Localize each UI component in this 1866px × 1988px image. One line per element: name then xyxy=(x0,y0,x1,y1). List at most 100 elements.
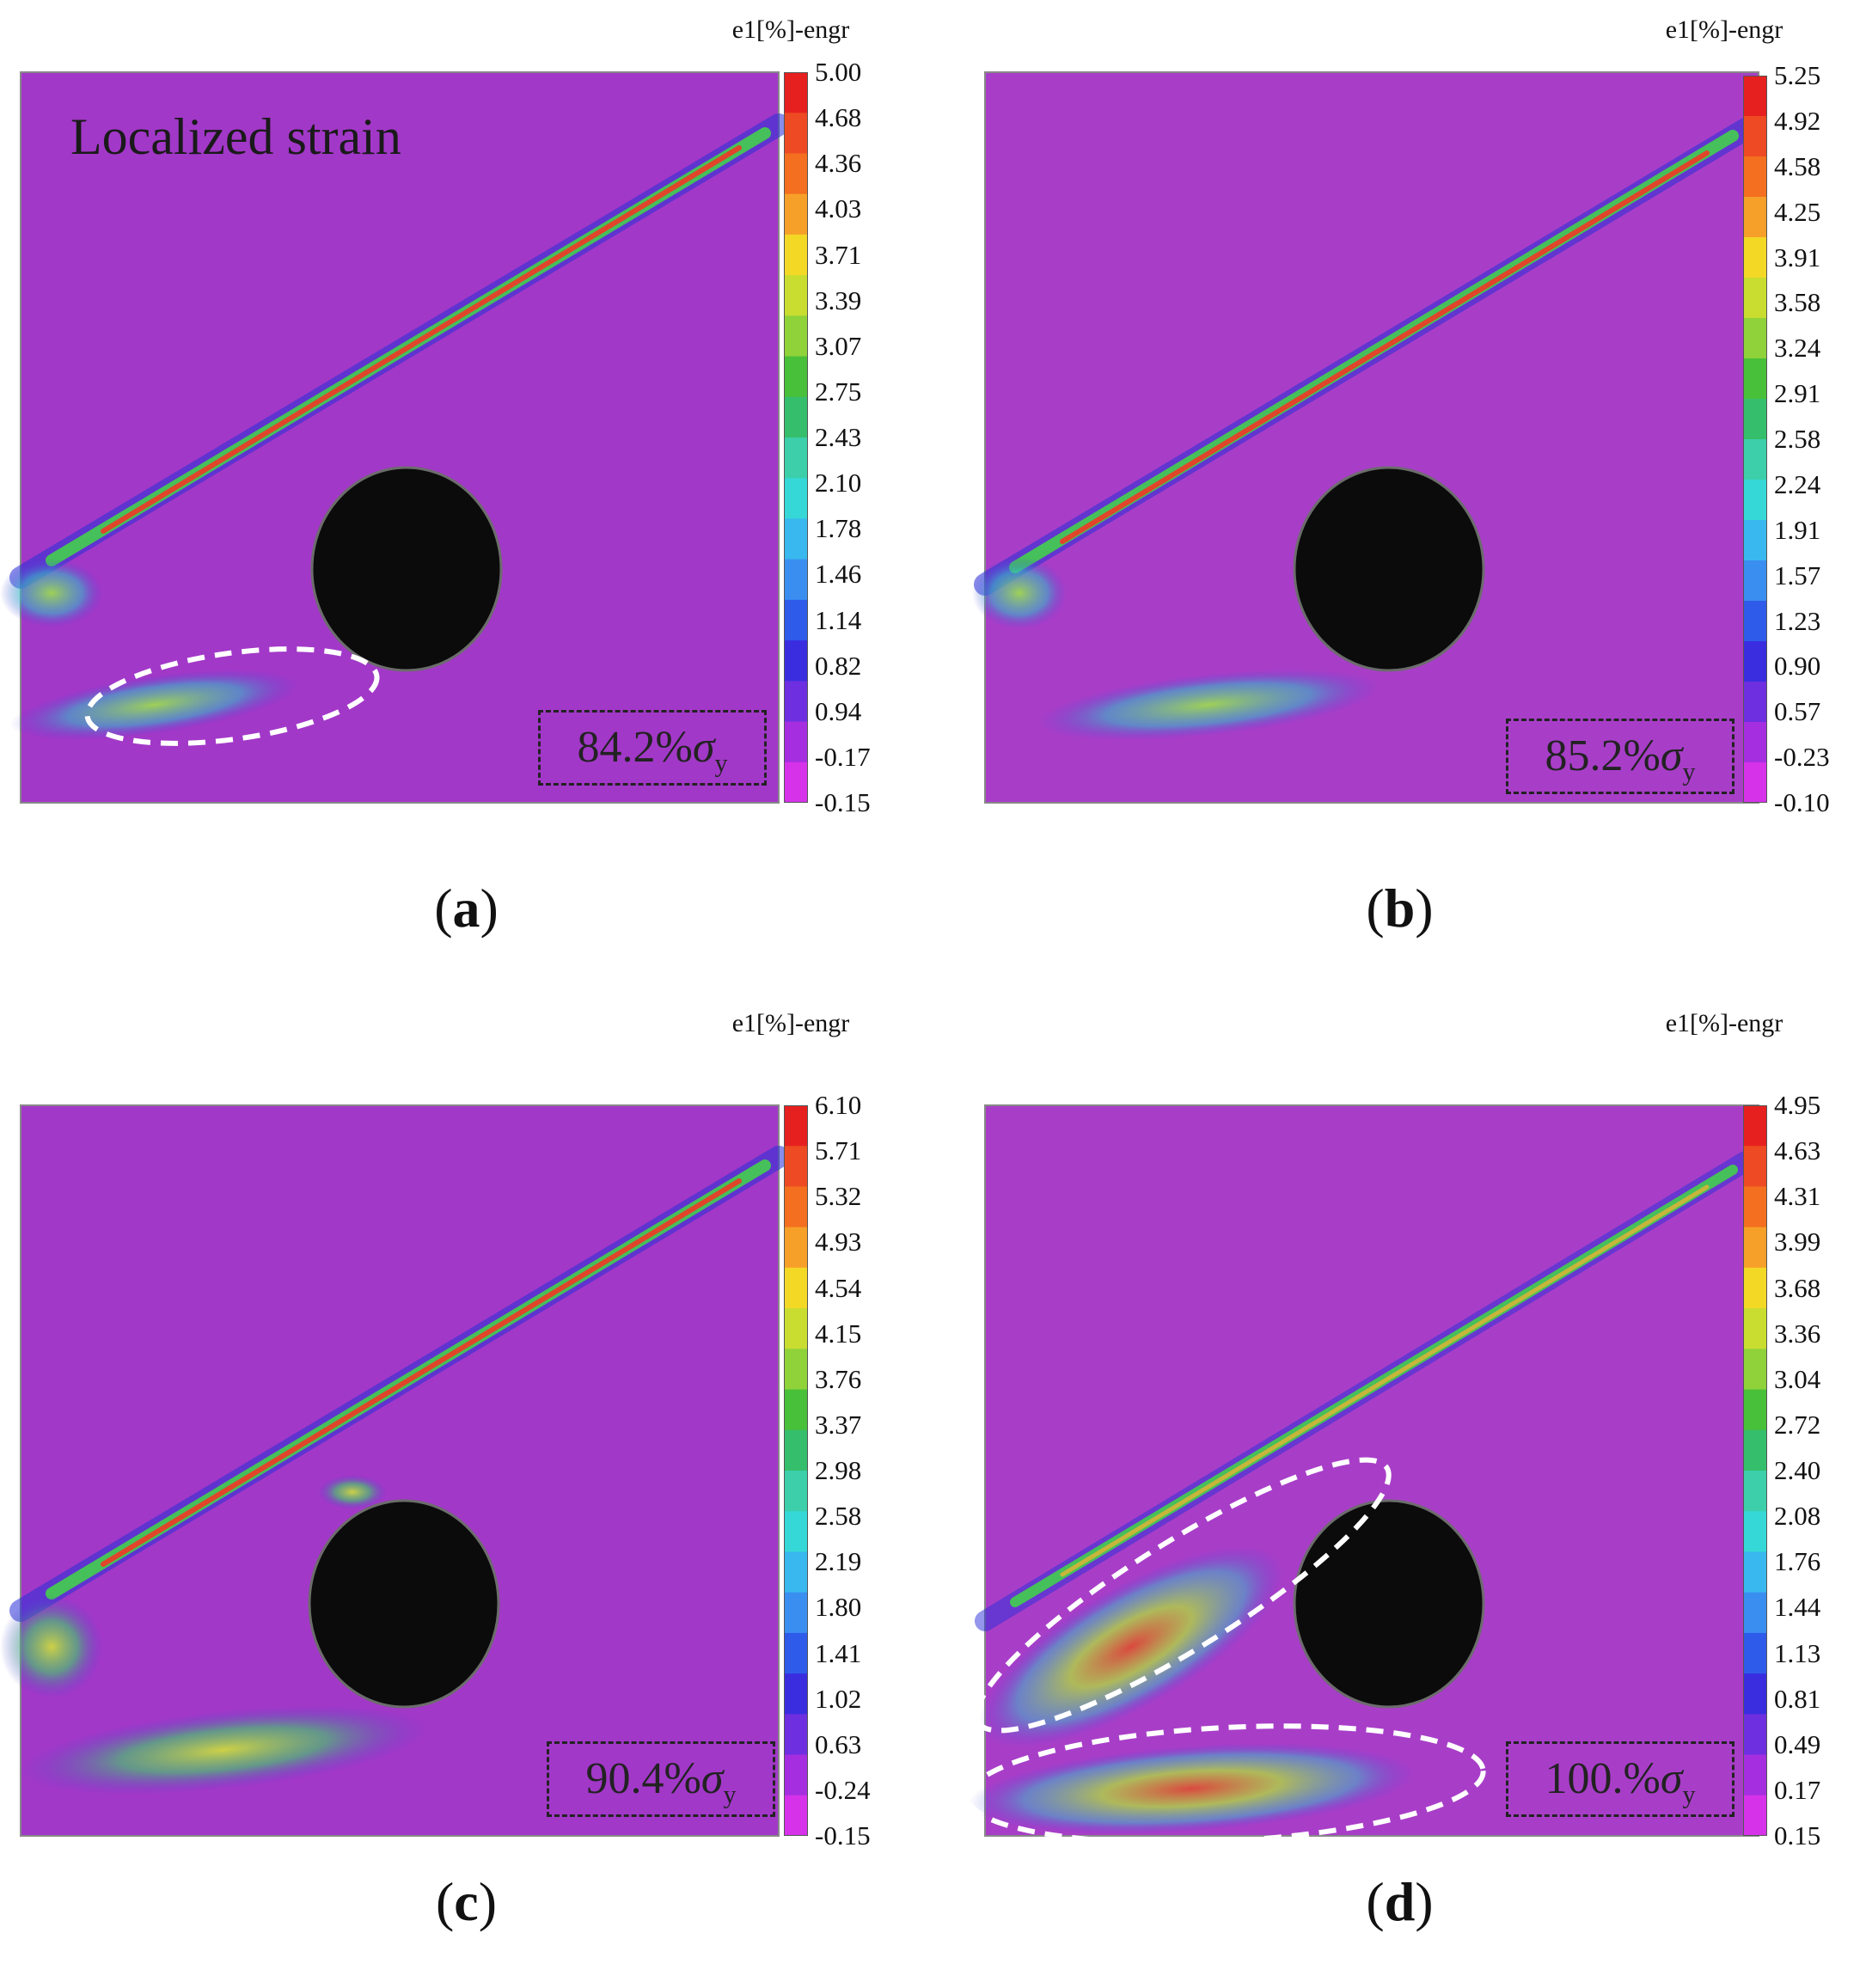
colorbar-segment xyxy=(1743,439,1767,480)
colorbar-tick-label: 2.58 xyxy=(1774,424,1821,454)
colorbar-segment xyxy=(784,193,808,236)
colorbar-segment xyxy=(784,1308,808,1349)
colorbar-border xyxy=(784,72,808,803)
sigma-symbol: σ xyxy=(692,723,715,772)
colorbar-segment xyxy=(784,1511,808,1552)
colorbar-segment xyxy=(1743,76,1767,117)
colorbar-segment xyxy=(784,762,808,803)
colorbar-segment xyxy=(784,721,808,763)
colorbar-title: e1[%]-engr xyxy=(1665,1009,1783,1037)
colorbar-tick-label: 2.58 xyxy=(815,1501,862,1532)
colorbar-tick-label: 1.14 xyxy=(815,604,862,635)
colorbar-tick-label: 3.24 xyxy=(1774,333,1821,364)
colorbar-tick-label: 0.63 xyxy=(815,1728,862,1759)
colorbar-tick-label: 2.72 xyxy=(1774,1409,1821,1440)
load-value: 90.4% xyxy=(585,1754,701,1803)
colorbar-tick-label: -0.24 xyxy=(815,1774,871,1805)
colorbar-segment xyxy=(1743,1146,1767,1187)
colorbar-segment xyxy=(1743,1226,1767,1269)
colorbar-segment xyxy=(1743,318,1767,359)
colorbar-segment xyxy=(1743,1592,1767,1634)
colorbar-segment xyxy=(784,599,808,641)
colorbar-segment xyxy=(1743,682,1767,723)
colorbar-segment xyxy=(784,1714,808,1756)
colorbar-segment xyxy=(1743,762,1767,803)
colorbar-segment xyxy=(1743,1754,1767,1796)
colorbar-border xyxy=(784,1105,808,1836)
colorbar-tick-label: 3.39 xyxy=(815,284,862,315)
colorbar-segment xyxy=(784,681,808,723)
colorbar-tick-label: 3.91 xyxy=(1774,242,1821,272)
colorbar-segment xyxy=(784,1632,808,1674)
colorbar-segment xyxy=(784,72,808,113)
colorbar-segment xyxy=(784,1673,808,1715)
colorbar-segment xyxy=(1743,1511,1767,1552)
colorbar-segment xyxy=(1743,641,1767,682)
colorbar-tick-label: 0.57 xyxy=(1774,696,1821,727)
colorbar-tick-label: 4.63 xyxy=(1774,1135,1821,1166)
colorbar-tick-label: 4.68 xyxy=(815,102,862,133)
colorbar-tick-label: 2.98 xyxy=(815,1455,862,1485)
panel-c: e1[%]-engr 6.10 5.71 5.32 4.93 4.54 4.15 3.76 3… xyxy=(0,994,933,1987)
load-label: 100.%σy xyxy=(1506,1741,1734,1817)
colorbar-tick-label: 4.92 xyxy=(1774,105,1821,136)
colorbar-segment xyxy=(1743,278,1767,319)
strain-field-image xyxy=(0,1104,790,1837)
colorbar-segment xyxy=(784,315,808,358)
colorbar-tick-label: 2.10 xyxy=(815,468,862,499)
strain-field-image xyxy=(972,71,1759,804)
strain-field-image xyxy=(965,1104,1759,1845)
colorbar-segment xyxy=(1743,1267,1767,1309)
colorbar-segment xyxy=(1743,601,1767,642)
colorbar-tick-label: 5.00 xyxy=(815,57,862,87)
colorbar-segment xyxy=(784,1429,808,1471)
colorbar-tick-label: 4.95 xyxy=(1774,1090,1821,1120)
colorbar-tick-label: 1.76 xyxy=(1774,1546,1821,1577)
panel-label: (a) xyxy=(434,878,499,939)
colorbar-tick-label: 4.54 xyxy=(815,1272,862,1303)
colorbar-segment xyxy=(1743,1673,1767,1715)
panel-letter: a xyxy=(452,878,480,939)
colorbar-segment xyxy=(784,275,808,316)
panel-a: Localized strain e1[%]-engr 5.00 4.68 4.36… xyxy=(0,0,933,994)
colorbar-tick-label: 2.24 xyxy=(1774,468,1821,499)
colorbar-tick-label: 2.19 xyxy=(815,1546,862,1577)
colorbar-segment xyxy=(784,640,808,682)
colorbar-tick-label: 3.76 xyxy=(815,1363,862,1394)
colorbar-tick-label: -0.15 xyxy=(815,1820,871,1850)
colorbar-segment xyxy=(784,1146,808,1187)
colorbar-segment xyxy=(1743,560,1767,602)
colorbar xyxy=(1743,76,1767,803)
colorbar-segment xyxy=(784,1795,808,1836)
panel-letter: c xyxy=(454,1871,479,1932)
colorbar-tick-label: 0.17 xyxy=(1774,1774,1821,1805)
sigma-subscript: y xyxy=(723,1780,737,1809)
load-label: 84.2%σy xyxy=(538,710,767,786)
colorbar-tick-label: 0.82 xyxy=(815,650,862,681)
colorbar-tick-label: 0.49 xyxy=(1774,1728,1821,1759)
colorbar-segment xyxy=(1743,1308,1767,1349)
colorbar-segment xyxy=(784,153,808,195)
colorbar-segment xyxy=(784,559,808,601)
colorbar-segment xyxy=(784,1471,808,1512)
colorbar-tick-label: 1.46 xyxy=(815,559,862,590)
colorbar-tick-label: 5.71 xyxy=(815,1135,862,1166)
sigma-subscript: y xyxy=(1682,1780,1696,1809)
colorbar-title: e1[%]-engr xyxy=(731,15,850,44)
panel-d: e1[%]-engr 4.95 4.63 4.31 3.99 3.68 3.36 3.04 2… xyxy=(933,994,1866,1987)
panel-b: e1[%]-engr 5.25 4.92 4.58 4.25 3.91 3.58 3.24 2… xyxy=(933,0,1866,994)
colorbar-segment xyxy=(1743,1105,1767,1147)
colorbar-tick-label: 3.07 xyxy=(815,330,862,361)
colorbar-segment xyxy=(784,1349,808,1391)
colorbar-segment xyxy=(784,113,808,154)
colorbar-segment xyxy=(784,1226,808,1269)
colorbar-segment xyxy=(1743,399,1767,440)
colorbar-tick-label: 3.37 xyxy=(815,1409,862,1440)
sigma-symbol: σ xyxy=(701,1754,724,1803)
colorbar-tick-label: 4.93 xyxy=(815,1226,862,1257)
colorbar-border xyxy=(1743,76,1767,803)
colorbar-tick-label: -0.23 xyxy=(1774,742,1830,773)
sigma-subscript: y xyxy=(1682,757,1696,786)
colorbar-tick-label: 5.25 xyxy=(1774,60,1821,90)
colorbar-segment xyxy=(784,437,808,479)
